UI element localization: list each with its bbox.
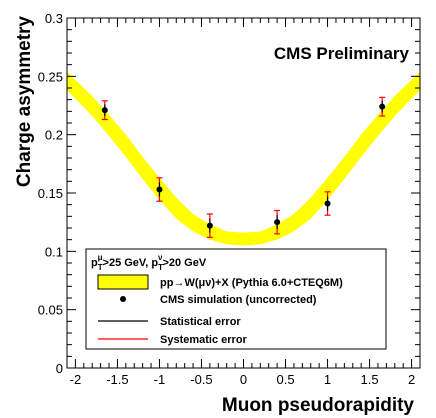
y-tick-label: 0 [56,361,63,376]
x-tick-label: 1 [324,372,331,387]
legend-band-swatch [97,274,149,290]
axis-ticks [67,17,420,369]
data-point [324,200,331,207]
y-tick-labels: 0 0.05 0.1 0.15 0.2 0.25 0.3 [38,11,63,376]
x-tick-label: -0.5 [190,372,212,387]
y-tick-label: 0.3 [45,11,63,26]
legend-header: pTμ>25 GeV, pTν>20 GeV [91,253,207,272]
legend: pTμ>25 GeV, pTν>20 GeV pp→W(μν)+X (Pythi… [85,248,387,350]
x-tick-label: 2 [408,372,415,387]
data-point [379,103,386,110]
data-point [206,222,213,229]
annotation-cms-preliminary: CMS Preliminary [274,44,410,63]
data-points [101,96,386,238]
y-tick-label: 0.1 [45,244,63,259]
x-tick-label: 0.5 [276,372,294,387]
data-point [274,219,281,226]
x-tick-label: -1.5 [106,372,128,387]
x-tick-labels: -2 -1.5 -1 -0.5 0 0.5 1 1.5 2 [70,372,416,387]
legend-box [85,248,387,350]
y-tick-label: 0.05 [38,303,63,318]
x-tick-label: -2 [70,372,82,387]
legend-stat-label: Statistical error [160,316,241,328]
x-tick-label: 0 [240,372,247,387]
x-tick-label: 1.5 [361,372,379,387]
legend-points-marker [120,296,126,302]
data-point [101,107,108,114]
x-axis-title: Muon pseudorapidity [222,395,415,416]
x-tick-label: -1 [154,372,166,387]
data-point [156,186,163,193]
legend-band-label: pp→W(μν)+X (Pythia 6.0+CTEQ6M) [160,277,343,289]
legend-points-label: CMS simulation (uncorrected) [160,294,317,306]
theory-band [67,71,420,246]
theory-band-area [67,71,420,246]
y-axis-title: Charge asymmetry [14,16,35,188]
y-tick-label: 0.2 [45,128,63,143]
legend-syst-label: Systematic error [160,334,248,346]
y-tick-label: 0.25 [38,69,63,84]
y-tick-label: 0.15 [38,186,63,201]
